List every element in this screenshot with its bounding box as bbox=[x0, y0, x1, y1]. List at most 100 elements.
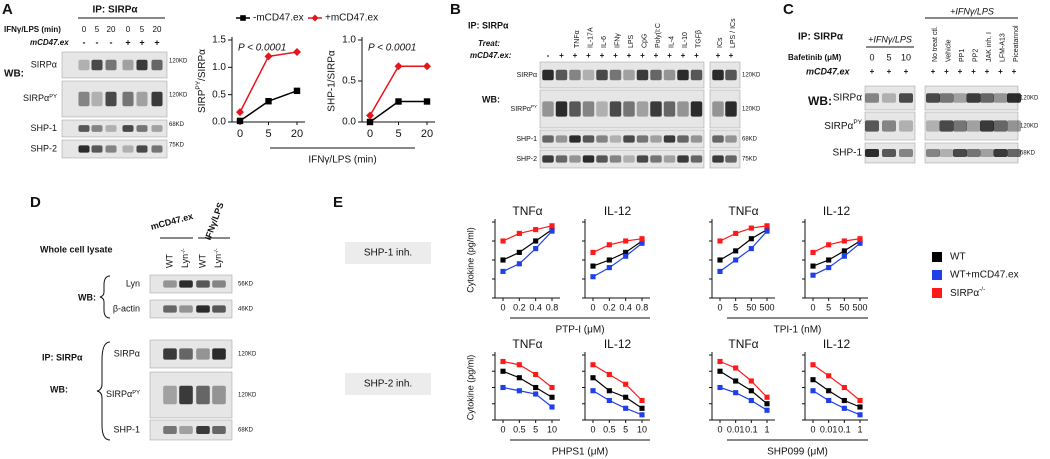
point bbox=[717, 268, 723, 274]
point bbox=[366, 111, 374, 120]
band bbox=[542, 69, 554, 81]
point bbox=[533, 238, 539, 244]
band bbox=[179, 280, 193, 288]
label: IL-17A bbox=[587, 27, 594, 48]
point bbox=[623, 238, 629, 244]
label-part: SIRPα bbox=[824, 121, 853, 132]
series-line bbox=[502, 360, 553, 388]
point bbox=[590, 274, 596, 280]
label: + bbox=[613, 51, 618, 60]
band bbox=[105, 91, 117, 107]
x-tick-label: 1 bbox=[857, 424, 862, 434]
label: IP: SIRPα bbox=[468, 20, 509, 30]
label-part: -/- bbox=[214, 248, 220, 254]
label: Lyn bbox=[126, 278, 140, 288]
label: SHP-1 bbox=[113, 424, 140, 434]
label: SIRPα bbox=[31, 59, 57, 69]
label: + bbox=[1012, 67, 1017, 76]
label: Lyn-/- bbox=[213, 248, 223, 268]
label-part: PY bbox=[531, 104, 537, 109]
band bbox=[151, 125, 163, 132]
point bbox=[857, 404, 863, 410]
point bbox=[623, 253, 629, 259]
series-line bbox=[502, 230, 553, 272]
point bbox=[516, 249, 522, 255]
x-tick-label: 20 bbox=[291, 128, 303, 140]
x-axis-label: TPI-1 (nM) bbox=[774, 325, 822, 336]
label: + bbox=[627, 51, 632, 60]
chart-title: TNFα bbox=[512, 204, 542, 218]
label: 120KD bbox=[169, 59, 188, 65]
legend-label: WT bbox=[950, 252, 966, 263]
label-part: PY bbox=[49, 94, 57, 100]
band bbox=[663, 69, 676, 81]
y-tick-label: 1.0 bbox=[342, 35, 356, 46]
point bbox=[810, 362, 816, 368]
x-tick-label: 0.1 bbox=[838, 424, 851, 434]
label: β-actin bbox=[113, 303, 140, 313]
point bbox=[764, 228, 770, 234]
x-axis-label: SHP099 (μM) bbox=[767, 447, 828, 458]
label: 46KD bbox=[238, 307, 254, 313]
legend-marker bbox=[311, 14, 319, 22]
series-line bbox=[719, 360, 768, 398]
band bbox=[636, 155, 649, 163]
point bbox=[748, 388, 754, 394]
point bbox=[717, 358, 723, 365]
y-tick-label: 0.5 bbox=[212, 89, 226, 100]
band bbox=[609, 69, 622, 81]
label: IL-10 bbox=[682, 32, 689, 48]
label: 0 bbox=[126, 25, 131, 34]
label: PP2 bbox=[972, 49, 979, 62]
band bbox=[542, 155, 554, 163]
panel-label: B bbox=[450, 1, 461, 18]
label: SHP-1 inh. bbox=[364, 248, 412, 259]
point bbox=[549, 228, 555, 234]
chart-title: IL-12 bbox=[604, 337, 632, 351]
point bbox=[264, 52, 273, 61]
series-line bbox=[592, 364, 643, 401]
band bbox=[196, 385, 210, 405]
x-tick-label: 0.2 bbox=[603, 302, 616, 312]
x-tick-label: 0.4 bbox=[619, 302, 632, 312]
label: WB: bbox=[78, 292, 96, 302]
annotation: P < 0.0001 bbox=[238, 43, 286, 54]
series-line bbox=[812, 390, 861, 416]
band bbox=[78, 59, 90, 71]
point bbox=[764, 394, 770, 400]
band bbox=[865, 93, 879, 103]
x-tick-label: 0.5 bbox=[603, 424, 616, 434]
label: LPS / ICs bbox=[730, 18, 737, 48]
band bbox=[1007, 93, 1021, 103]
point bbox=[717, 238, 723, 244]
point bbox=[423, 62, 431, 71]
label: + bbox=[559, 51, 564, 60]
label: 120KD bbox=[1020, 124, 1039, 130]
band bbox=[122, 125, 134, 132]
point bbox=[639, 412, 645, 418]
point bbox=[748, 236, 754, 242]
band bbox=[1007, 120, 1021, 132]
legend-label: SIRPα-/- bbox=[950, 286, 985, 298]
label: 120KD bbox=[238, 393, 257, 399]
label-part: SIRPα bbox=[511, 106, 531, 113]
band bbox=[609, 135, 622, 143]
series-line bbox=[502, 370, 553, 398]
point bbox=[606, 371, 612, 378]
label: + bbox=[887, 67, 892, 76]
point bbox=[717, 368, 723, 374]
y-tick-label: 0.0 bbox=[212, 117, 226, 128]
legend-label: WT+mCD47.ex bbox=[950, 270, 1019, 281]
band bbox=[542, 101, 554, 117]
label-part: PY bbox=[132, 390, 140, 396]
x-tick-label: 0.4 bbox=[529, 302, 542, 312]
label: + bbox=[125, 37, 130, 47]
point bbox=[516, 230, 522, 236]
blot bbox=[709, 129, 741, 149]
band bbox=[725, 155, 737, 163]
label: ICs bbox=[717, 37, 724, 48]
x-tick-label: 10 bbox=[637, 424, 647, 434]
series-line bbox=[719, 370, 768, 405]
label: IP: SIRPα bbox=[92, 5, 138, 16]
band bbox=[555, 69, 568, 81]
